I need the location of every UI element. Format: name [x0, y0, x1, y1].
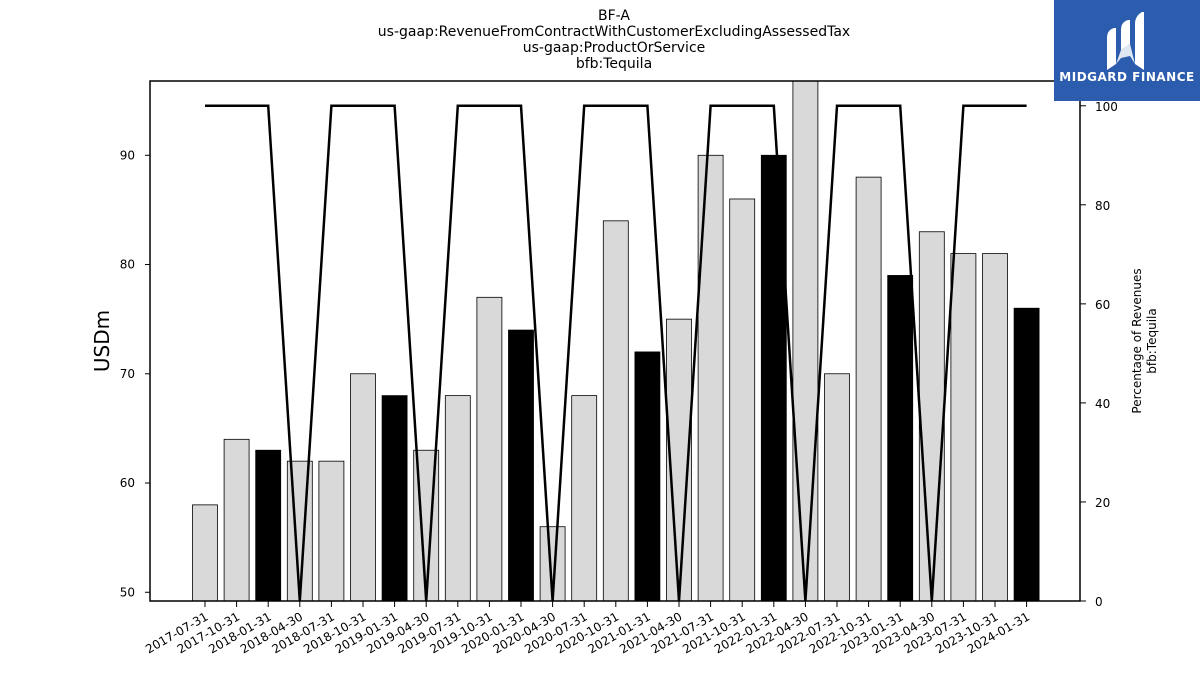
- bars-layer: [192, 80, 1040, 602]
- y-tick-label: 80: [120, 258, 135, 272]
- plot-frame: [149, 80, 1081, 602]
- bar-2021-10-31: [729, 198, 756, 602]
- bar-2019-01-31: [381, 395, 408, 602]
- bar-2018-01-31: [255, 449, 282, 602]
- percentage-line: [205, 104, 1027, 602]
- bar-2020-10-31: [602, 220, 629, 602]
- y2-tick-label: 80: [1095, 199, 1110, 213]
- y-tick-label: 50: [120, 585, 135, 599]
- bar-2020-07-31: [571, 395, 598, 602]
- y-axis-right: 0 20 40 60 80 100: [1080, 100, 1118, 609]
- brand-logo: MIDGARD FINANCE: [1054, 0, 1200, 101]
- logo-mark-icon: [1107, 12, 1144, 70]
- bar-2023-01-31: [887, 275, 914, 602]
- chart-title-line: BF-A: [598, 8, 630, 24]
- bar-2023-04-30: [918, 231, 945, 602]
- y2-tick-label: 40: [1095, 397, 1110, 411]
- bar-2018-07-31: [318, 460, 345, 602]
- bar-2017-10-31: [223, 438, 250, 602]
- y2-tick-label: 100: [1095, 100, 1118, 114]
- bar-2021-01-31: [634, 351, 661, 602]
- bar-2024-01-31: [1013, 307, 1040, 602]
- y2-tick-label: 20: [1095, 496, 1110, 510]
- y2-tick-label: 0: [1095, 595, 1103, 609]
- bar-2020-01-31: [508, 329, 534, 602]
- brand-name: MIDGARD FINANCE: [1059, 70, 1194, 84]
- bar-2017-07-31: [192, 504, 218, 602]
- y2-tick-label: 60: [1095, 298, 1110, 312]
- bar-2019-10-31: [476, 296, 503, 602]
- bar-2023-07-31: [950, 253, 977, 602]
- y2-axis-label-line: Percentage of Revenues: [1130, 268, 1144, 413]
- bar-2023-10-31: [982, 253, 1008, 602]
- chart-title-line: us-gaap:ProductOrService: [523, 40, 706, 56]
- bar-2020-04-30: [539, 526, 566, 602]
- bar-2022-10-31: [855, 176, 882, 602]
- bar-2019-07-31: [444, 395, 471, 602]
- bar-2018-10-31: [350, 373, 376, 602]
- bar-2021-07-31: [697, 154, 724, 602]
- y-axis-label: USDm: [90, 310, 114, 372]
- y2-axis-label-line: bfb:Tequila: [1145, 308, 1159, 373]
- line-layer: [205, 104, 1027, 602]
- y-axis-left: 50 60 70 80 90: [120, 148, 150, 599]
- chart-title: BF-Aus-gaap:RevenueFromContractWithCusto…: [378, 8, 850, 72]
- y-tick-label: 90: [120, 148, 135, 162]
- bar-2022-04-30: [792, 80, 819, 602]
- chart-title-line: us-gaap:RevenueFromContractWithCustomerE…: [378, 24, 850, 40]
- y-tick-label: 70: [120, 367, 135, 381]
- bar-2022-07-31: [824, 373, 850, 602]
- y-tick-label: 60: [120, 476, 135, 490]
- bar-2022-01-31: [760, 154, 787, 602]
- y2-axis-label: Percentage of Revenues bfb:Tequila: [1130, 268, 1159, 413]
- x-axis: 2017-07-312017-10-312018-01-312018-04-30…: [143, 601, 1032, 656]
- chart-title-line: bfb:Tequila: [576, 56, 652, 72]
